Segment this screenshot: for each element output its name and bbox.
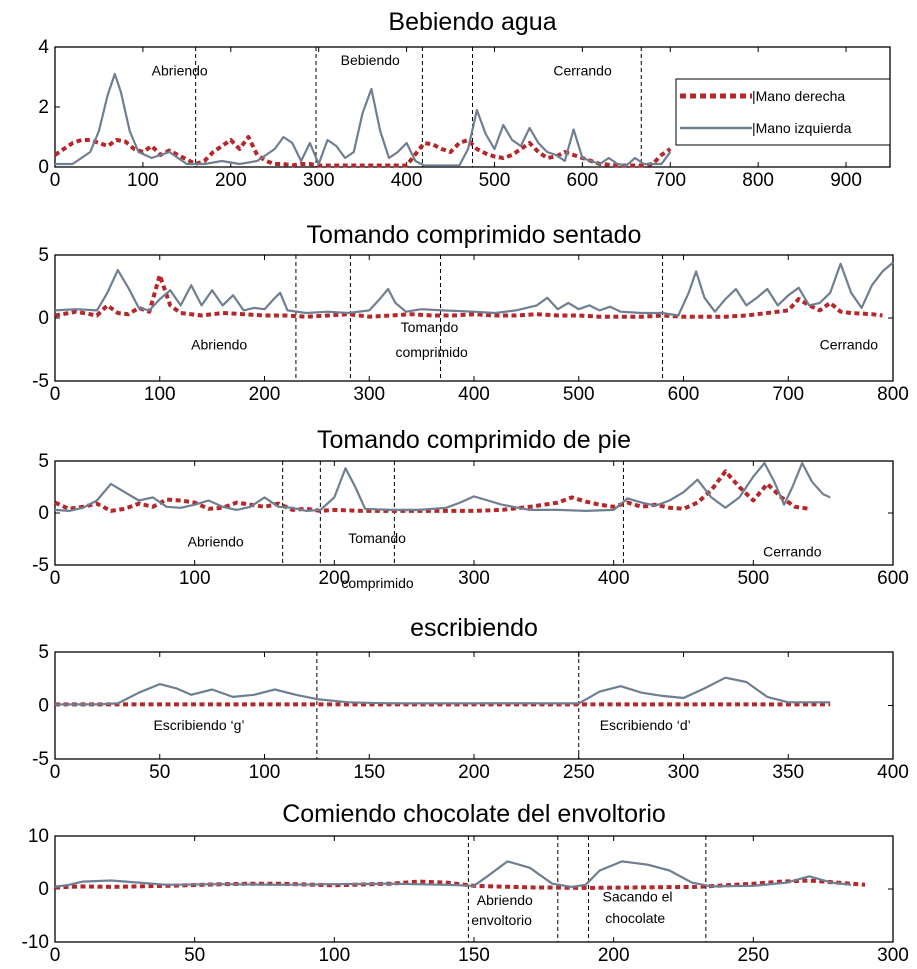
x-tick-label: 600	[668, 384, 700, 405]
x-tick-label: 150	[353, 762, 385, 783]
series-line-left	[55, 72, 672, 167]
subplot-title: Comiendo chocolate del envoltorio	[282, 800, 666, 828]
subplot-title: Tomando comprimido de pie	[317, 426, 631, 454]
x-tick-label: 50	[149, 762, 170, 783]
y-tick-label: 2	[38, 97, 49, 118]
y-tick-label: 4	[38, 37, 49, 58]
y-tick-label: -5	[32, 555, 49, 576]
phase-annotation: Cerrando	[820, 337, 879, 353]
x-tick-label: 250	[737, 945, 769, 966]
y-tick-label: 0	[38, 308, 49, 329]
phase-annotation: Cerrando	[553, 63, 612, 79]
subplot-title: Bebiendo agua	[388, 8, 556, 36]
phase-annotation: Abriendo	[477, 892, 533, 908]
phase-annotation: Escribiendo ‘d’	[600, 717, 691, 733]
x-tick-label: 700	[654, 170, 686, 191]
series-line-right	[53, 135, 672, 168]
legend-box	[675, 78, 891, 146]
x-tick-label: 200	[249, 384, 281, 405]
x-tick-label: 200	[318, 568, 350, 589]
x-tick-label: 500	[563, 384, 595, 405]
y-tick-label: 0	[38, 696, 49, 717]
legend-label-left: |Mano izquierda	[752, 120, 852, 136]
x-tick-label: 200	[458, 762, 490, 783]
series-line-left	[54, 462, 831, 512]
x-tick-label: 0	[50, 568, 61, 589]
series-line-left	[54, 860, 852, 888]
x-tick-label: 100	[127, 170, 159, 191]
series-line-right	[54, 273, 883, 319]
x-tick-label: 250	[563, 762, 595, 783]
series-line-left	[54, 261, 894, 317]
x-tick-label: 300	[668, 762, 700, 783]
x-tick-label: 600	[567, 170, 599, 191]
x-tick-label: 400	[458, 384, 490, 405]
x-tick-label: 100	[249, 762, 281, 783]
phase-annotation: Abriendo	[191, 337, 247, 353]
x-tick-label: 0	[50, 384, 61, 405]
subplot-1: Bebiendo agua 0 100 200 300 400 500 600 700 800 90…	[38, 8, 891, 191]
plot-frame	[54, 254, 894, 382]
x-tick-label: 800	[742, 170, 774, 191]
phase-annotation: Sacando el	[602, 889, 672, 905]
x-tick-label: 300	[458, 568, 490, 589]
subplot-title: escribiendo	[410, 614, 538, 642]
subplot-2: Tomando comprimido sentado 0 100 200 300 400 5…	[32, 221, 909, 405]
x-tick-label: 100	[144, 384, 176, 405]
y-tick-label: 0	[38, 503, 49, 524]
x-tick-label: 150	[458, 945, 490, 966]
y-tick-label: 5	[38, 245, 49, 266]
x-tick-label: 500	[737, 568, 769, 589]
x-tick-label: 0	[50, 945, 61, 966]
x-tick-label: 500	[479, 170, 511, 191]
x-tick-label: 300	[877, 945, 909, 966]
y-tick-label: 5	[38, 451, 49, 472]
x-tick-label: 900	[830, 170, 862, 191]
phase-annotation: comprimido	[395, 344, 468, 360]
y-tick-label: -10	[22, 932, 49, 953]
phase-annotation: Escribiendo ‘g’	[153, 717, 244, 733]
x-tick-label: 800	[877, 384, 909, 405]
y-tick-label: -5	[32, 371, 49, 392]
x-tick-label: 600	[877, 568, 909, 589]
legend-label-right: |Mano derecha	[752, 88, 845, 104]
x-tick-label: 350	[772, 762, 804, 783]
y-tick-label: 0	[38, 879, 49, 900]
x-tick-label: 50	[184, 945, 205, 966]
phase-annotation: envoltorio	[471, 912, 532, 928]
x-tick-label: 100	[318, 945, 350, 966]
x-tick-label: 400	[877, 762, 909, 783]
x-tick-label: 400	[598, 568, 630, 589]
phase-annotation: Cerrando	[763, 544, 822, 560]
phase-annotation: Abriendo	[188, 533, 244, 549]
phase-annotation: Tomando	[401, 319, 459, 335]
series-line-right	[54, 469, 810, 513]
legend: |Mano derecha |Mano izquierda	[675, 78, 891, 146]
x-tick-label: 0	[50, 170, 61, 191]
y-tick-label: 5	[38, 642, 49, 663]
series-line-left	[55, 676, 831, 706]
subplot-title: Tomando comprimido sentado	[307, 221, 642, 249]
x-tick-label: 200	[215, 170, 247, 191]
phase-annotation: chocolate	[605, 910, 665, 926]
x-tick-label: 300	[303, 170, 335, 191]
y-tick-label: -5	[32, 749, 49, 770]
x-tick-label: 400	[391, 170, 423, 191]
phase-annotation: Bebiendo	[341, 52, 400, 68]
phase-annotation: Abriendo	[152, 63, 208, 79]
phase-annotation: comprimido	[341, 575, 414, 591]
y-tick-label: 10	[28, 826, 49, 847]
phase-annotation: Tomando	[348, 530, 406, 546]
x-tick-label: 100	[179, 568, 211, 589]
x-tick-label: 0	[50, 762, 61, 783]
y-tick-label: 0	[38, 157, 49, 178]
x-tick-label: 300	[353, 384, 385, 405]
x-tick-label: 700	[772, 384, 804, 405]
x-tick-label: 200	[598, 945, 630, 966]
